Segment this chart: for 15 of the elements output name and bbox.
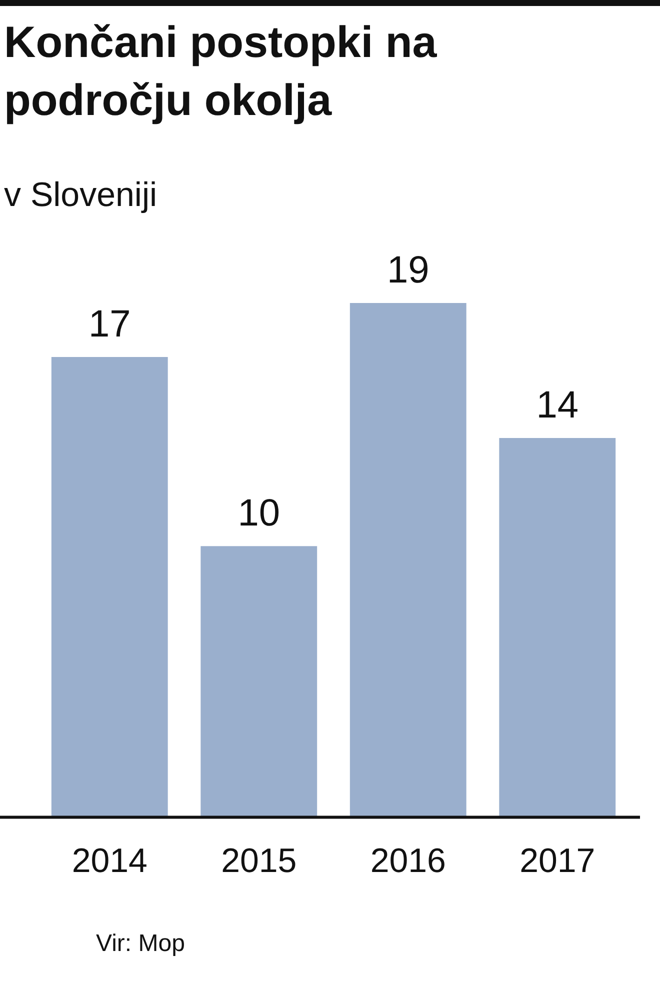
data-label: 14 (536, 384, 579, 427)
text: Vir: Mop (96, 930, 185, 958)
x-tick-label: 2016 (370, 842, 446, 880)
bar (499, 438, 616, 816)
data-label: 10 (238, 492, 280, 535)
bar (51, 357, 168, 816)
x-tick-label: 2017 (520, 842, 596, 880)
data-label: 17 (88, 304, 131, 346)
data-label: 19 (386, 249, 430, 292)
chart-title: Končani postopki na področju okolja (4, 17, 438, 127)
x-tick-label: 2015 (221, 842, 297, 880)
x-tick-label: 2014 (72, 842, 148, 880)
bar (350, 303, 466, 816)
bar (200, 546, 318, 816)
chart-subtitle: v Sloveniji (4, 176, 158, 215)
